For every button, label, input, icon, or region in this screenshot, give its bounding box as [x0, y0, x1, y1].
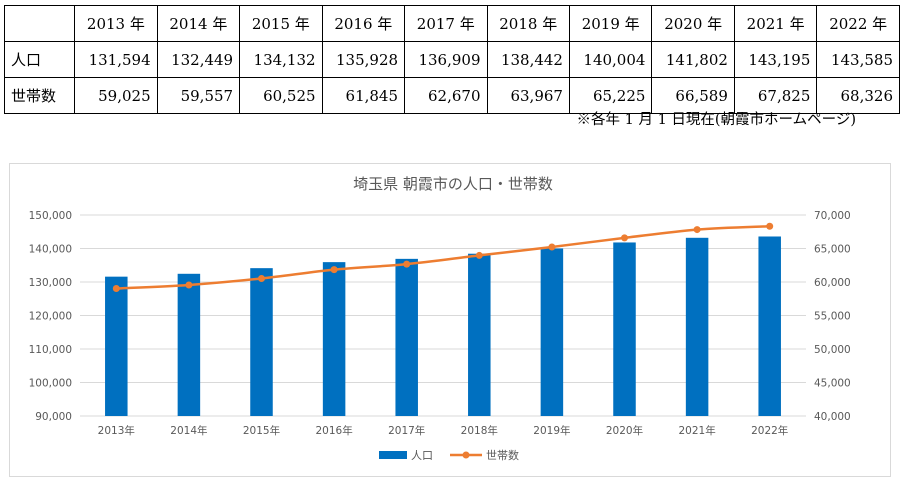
x-tick-label: 2017年: [388, 424, 425, 437]
bar: [468, 253, 491, 416]
data-table: 2013 年 2014 年 2015 年 2016 年 2017 年 2018 年 2019…: [3, 5, 900, 114]
table-header-year: 2013 年: [74, 5, 158, 42]
bar: [685, 237, 709, 416]
bar: [250, 268, 273, 416]
y-right-tick-label: 70,000: [814, 210, 851, 222]
table-cell: 143,195: [733, 41, 818, 78]
y-left-tick-label: 90,000: [35, 411, 72, 423]
table-cell: 59,025: [74, 77, 158, 114]
y-left-tick-label: 140,000: [29, 244, 72, 256]
legend-swatch-marker: [462, 451, 470, 459]
table-cell: 68,326: [816, 77, 900, 114]
y-left-tick-label: 150,000: [29, 210, 72, 222]
table-cell: 132,449: [156, 41, 241, 78]
y-right-tick-label: 50,000: [814, 344, 851, 356]
combo-chart: 埼玉県 朝霞市の人口・世帯数 90,000 100,000 110,000 120,00…: [29, 175, 851, 462]
bar: [105, 276, 128, 416]
x-tick-label: 2022年: [751, 424, 788, 437]
line-point: [766, 222, 774, 230]
y-right-tick-label: 55,000: [814, 311, 851, 323]
table-header-year: 2015 年: [239, 5, 323, 42]
line-point: [403, 260, 411, 268]
x-tick-label: 2014年: [170, 424, 207, 437]
table-cell: 134,132: [239, 41, 323, 78]
x-tick-label: 2018年: [461, 424, 498, 437]
x-tick-label: 2016年: [315, 424, 352, 437]
line-point: [693, 226, 701, 234]
table-cell: 62,670: [404, 77, 488, 114]
table-cell: 59,557: [156, 77, 241, 114]
y-right-tick-label: 40,000: [814, 411, 851, 423]
table-cell: 136,909: [404, 41, 488, 78]
x-tick-label: 2015年: [243, 424, 280, 437]
chart-container: 埼玉県 朝霞市の人口・世帯数 90,000 100,000 110,000 120,00…: [9, 163, 891, 477]
table-cell: 131,594: [74, 41, 158, 78]
table-row: 人口 131,594 132,449 134,132 135,928 136,909 138…: [3, 41, 900, 78]
table-cell: 67,825: [733, 77, 818, 114]
table-cell: 60,525: [239, 77, 323, 114]
legend-swatch-bar: [379, 451, 407, 459]
bar: [322, 262, 346, 416]
legend-label: 人口: [411, 449, 433, 462]
table-cell: 66,589: [651, 77, 735, 114]
line-point: [112, 285, 120, 293]
x-tick-label: 2020年: [606, 424, 643, 437]
table-cell: 143,585: [816, 41, 900, 78]
table-cell: 61,845: [321, 77, 406, 114]
table-header-year: 2017 年: [404, 5, 488, 42]
legend-label: 世帯数: [486, 449, 519, 462]
table-header-year: 2019 年: [568, 5, 653, 42]
y-left-tick-label: 110,000: [29, 344, 72, 356]
bar: [540, 248, 564, 416]
bar: [177, 273, 201, 416]
line-point: [185, 281, 193, 289]
table-header-year: 2018 年: [486, 5, 570, 42]
table-header-year: 2020 年: [651, 5, 735, 42]
table-row-label: 世帯数: [3, 77, 76, 114]
table-cell: 141,802: [651, 41, 735, 78]
table-cell: 65,225: [568, 77, 653, 114]
table-row-label: 人口: [3, 41, 76, 78]
line-series: [116, 224, 770, 290]
table-row: 世帯数 59,025 59,557 60,525 61,845 62,670 63,967 6…: [3, 77, 900, 114]
table-header-year: 2022 年: [816, 5, 900, 42]
source-note: ※各年 1 月 1 日現在(朝霞市ホームページ): [576, 112, 856, 128]
y-left-tick-label: 130,000: [29, 277, 72, 289]
table-body: 人口 131,594 132,449 134,132 135,928 136,909 138…: [3, 41, 900, 114]
chart-title: 埼玉県 朝霞市の人口・世帯数: [353, 175, 553, 193]
table-cell: 140,004: [568, 41, 653, 78]
y-left-tick-label: 100,000: [29, 378, 72, 390]
bar: [613, 242, 636, 416]
line-point: [475, 251, 483, 259]
x-tick-label: 2019年: [533, 424, 570, 437]
line-point: [330, 266, 338, 274]
table-cell: 135,928: [321, 41, 406, 78]
line-point: [548, 243, 556, 251]
line-point: [621, 234, 628, 242]
y-right-tick-label: 45,000: [814, 378, 851, 390]
bar: [758, 236, 781, 416]
x-tick-label: 2021年: [678, 424, 715, 437]
y-right-tick-label: 60,000: [814, 277, 851, 289]
y-right-tick-label: 65,000: [814, 244, 851, 256]
line-point: [258, 274, 265, 282]
table-cell: 138,442: [486, 41, 570, 78]
x-tick-label: 2013年: [98, 424, 135, 437]
table-header-year: 2016 年: [321, 5, 406, 42]
table-header-year: 2014 年: [156, 5, 241, 42]
table-corner-cell: [3, 5, 76, 42]
bar: [395, 258, 418, 416]
table-header-year: 2021 年: [733, 5, 818, 42]
y-left-tick-label: 120,000: [29, 311, 72, 323]
table-cell: 63,967: [486, 77, 570, 114]
table-header-row: 2013 年 2014 年 2015 年 2016 年 2017 年 2018 年 2019…: [3, 5, 900, 42]
